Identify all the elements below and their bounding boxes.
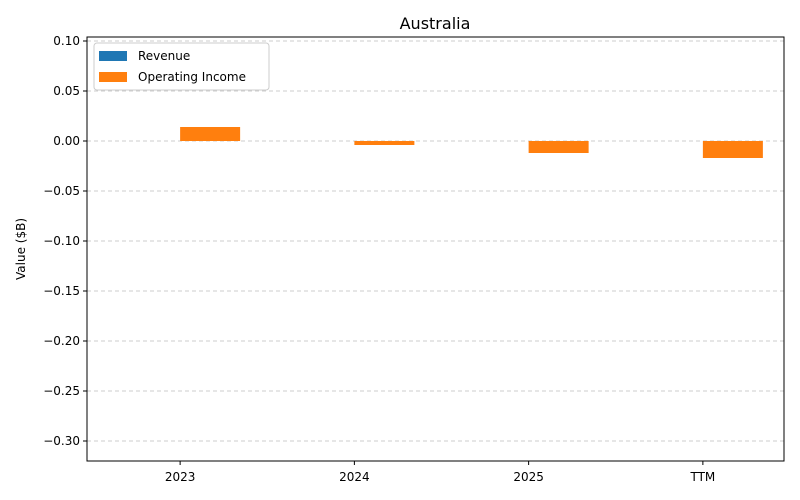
y-axis: 0.10 0.05 0.00 −0.05 −0.10 −0.15 −0.20 −0.25 −0.… <box>43 34 87 448</box>
y-tick-label: 0.05 <box>53 84 80 98</box>
legend-box <box>93 42 270 91</box>
x-tick-label: 2025 <box>513 470 544 484</box>
y-tick-label: 0.00 <box>53 134 80 148</box>
chart-title: Australia <box>400 14 471 33</box>
bar-operating-income-ttm <box>702 141 763 158</box>
x-axis: 2023 2024 2025 TTM <box>165 461 715 484</box>
x-tick-label: 2023 <box>165 470 196 484</box>
y-tick-label: −0.25 <box>43 384 80 398</box>
bars <box>180 127 763 158</box>
legend-label-revenue: Revenue <box>138 49 190 63</box>
y-tick-label: −0.20 <box>43 334 80 348</box>
y-tick-label: −0.05 <box>43 184 80 198</box>
y-tick-label: 0.10 <box>53 34 80 48</box>
y-tick-label: −0.30 <box>43 434 80 448</box>
legend-swatch-operating-income <box>99 72 127 82</box>
y-tick-label: −0.10 <box>43 234 80 248</box>
plot-area <box>86 36 785 462</box>
legend-swatch-revenue <box>99 51 127 61</box>
legend: Revenue Operating Income <box>93 42 270 91</box>
bar-operating-income-2025 <box>528 141 589 153</box>
bar-operating-income-2023 <box>180 127 241 141</box>
bar-operating-income-2024 <box>354 141 415 145</box>
x-tick-label: TTM <box>689 470 715 484</box>
y-axis-label: Value ($B) <box>14 218 28 280</box>
y-tick-label: −0.15 <box>43 284 80 298</box>
x-tick-label: 2024 <box>339 470 370 484</box>
legend-label-operating-income: Operating Income <box>138 70 246 84</box>
